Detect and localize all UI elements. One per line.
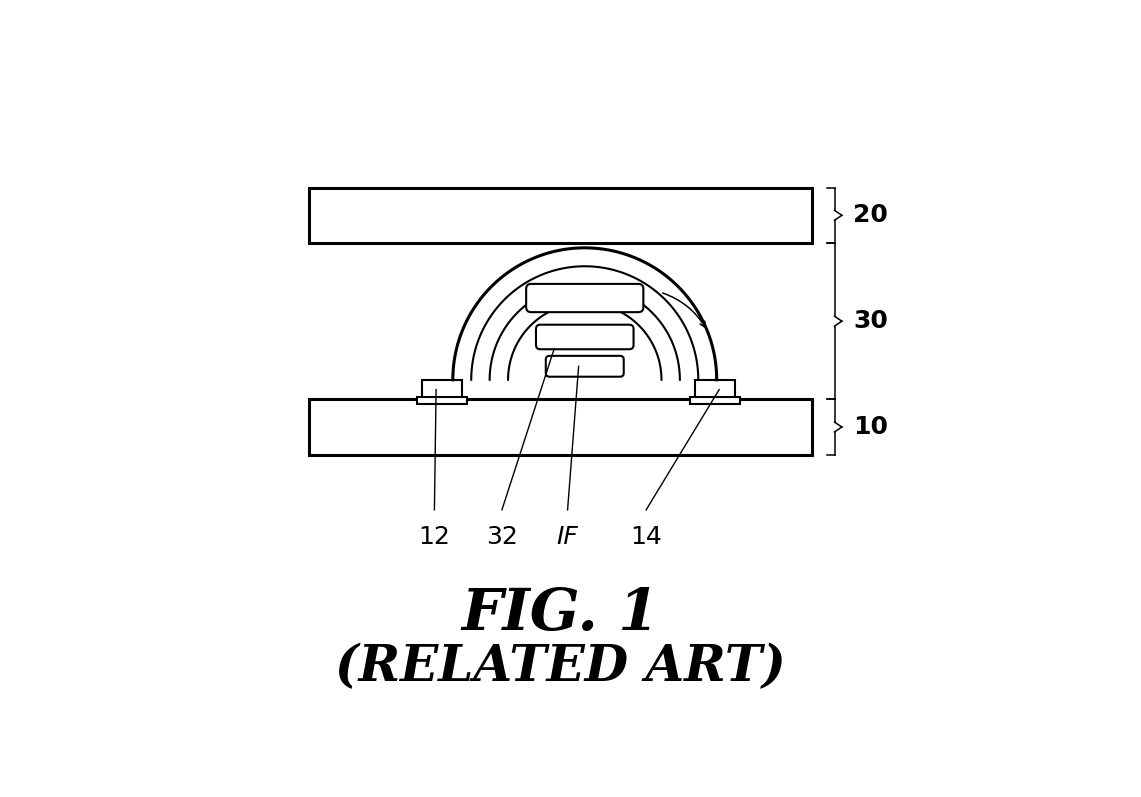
- Bar: [308, 399, 812, 454]
- Bar: [422, 380, 462, 399]
- Bar: [308, 188, 812, 243]
- Text: 32: 32: [486, 525, 518, 549]
- FancyBboxPatch shape: [526, 284, 644, 312]
- Polygon shape: [453, 248, 717, 380]
- Bar: [690, 397, 741, 404]
- Text: 14: 14: [630, 525, 662, 549]
- Text: 30: 30: [853, 309, 888, 333]
- Bar: [695, 380, 735, 399]
- Text: IF: IF: [557, 525, 578, 549]
- Text: (RELATED ART): (RELATED ART): [334, 643, 786, 692]
- FancyBboxPatch shape: [536, 324, 633, 349]
- Text: 12: 12: [419, 525, 451, 549]
- FancyBboxPatch shape: [545, 355, 624, 377]
- Bar: [418, 397, 467, 404]
- Text: FIG. 1: FIG. 1: [461, 586, 659, 642]
- Text: 10: 10: [853, 415, 888, 439]
- Text: 20: 20: [853, 203, 888, 227]
